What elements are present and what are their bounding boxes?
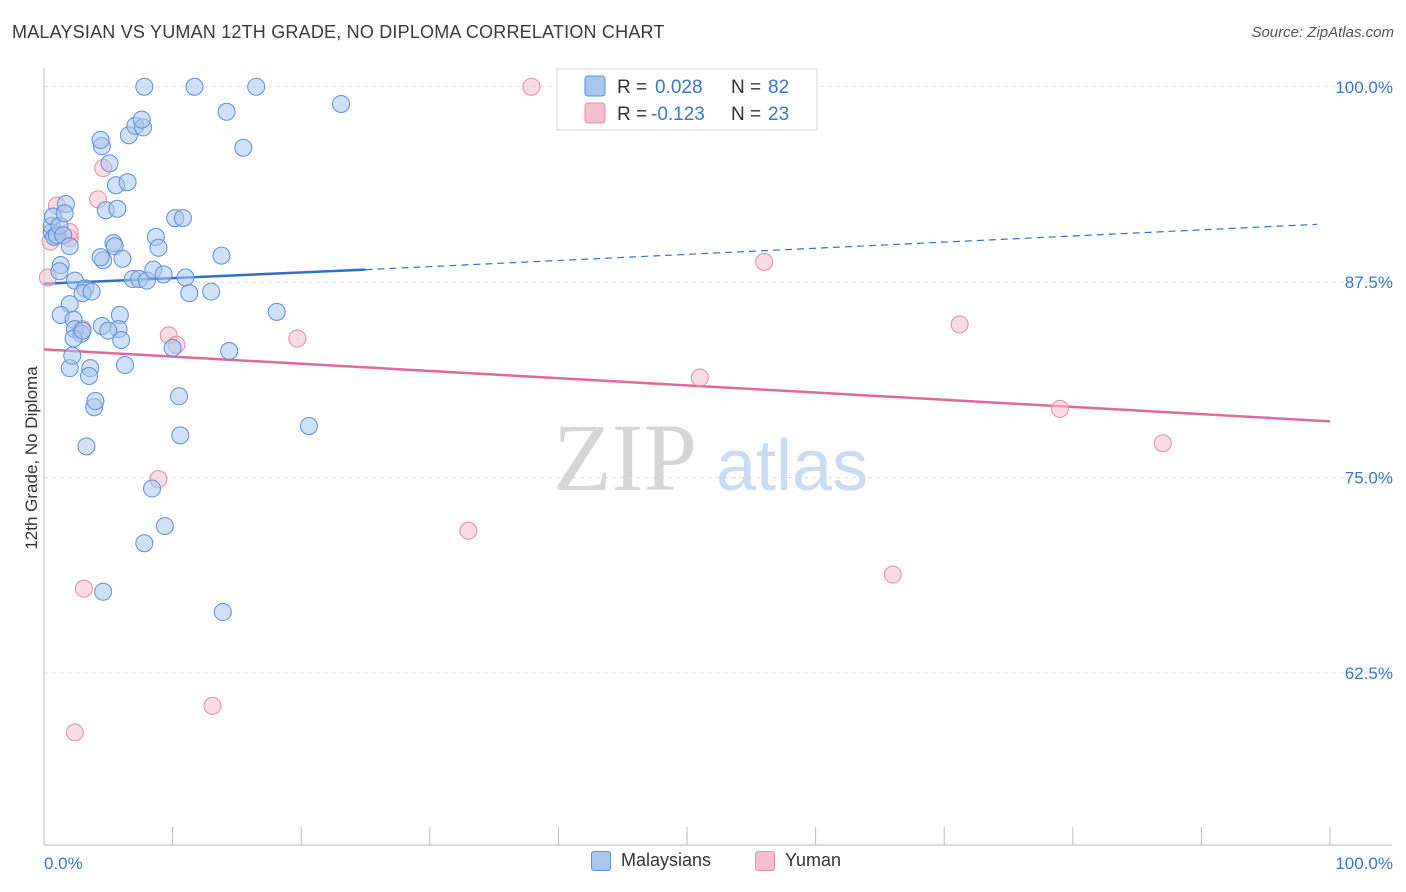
malaysians-point-71 (170, 387, 189, 406)
legend-swatch-yuman (584, 102, 606, 124)
y-tick-label-2: 75.0% (1345, 469, 1393, 488)
malaysians-point-35 (108, 199, 127, 218)
correlation-legend: R = 0.028 N = 82 R = -0.123 N = 23 (556, 68, 818, 131)
yuman-point-10 (288, 329, 307, 348)
yuman-point-17 (690, 368, 709, 387)
malaysians-point-48 (217, 102, 236, 121)
yuman-trend-line (43, 348, 1331, 423)
malaysians-point-39 (91, 130, 110, 149)
malaysians-point-68 (163, 338, 182, 357)
malaysians-point-69 (220, 341, 239, 360)
legend-item-yuman: Yuman (755, 850, 841, 871)
malaysians-point-62 (180, 284, 199, 303)
malaysians-point-80 (112, 331, 131, 350)
legend-n-label-1: N = (731, 77, 761, 98)
source-credit: Source: ZipAtlas.com (1251, 24, 1394, 41)
yuman-point-21 (1050, 399, 1069, 418)
malaysians-point-73 (299, 417, 318, 436)
y-tick-label-1: 87.5% (1345, 273, 1393, 292)
yuman-swatch (755, 850, 775, 871)
malaysians-swatch (591, 850, 611, 871)
malaysians-point-40 (118, 173, 137, 192)
malaysians-point-45 (135, 77, 154, 96)
malaysians-point-44 (132, 110, 151, 129)
watermark-atlas: atlas (716, 426, 868, 506)
malaysians-point-25 (80, 366, 99, 385)
malaysians-point-15 (82, 282, 101, 301)
yuman-point-14 (203, 696, 222, 715)
malaysians-point-27 (86, 392, 105, 410)
legend-r-value-1: 0.028 (655, 77, 703, 98)
legend-r-value-2: -0.123 (651, 104, 705, 125)
malaysians-trend-extension (365, 223, 1318, 271)
legend-r-label-1: R = (617, 77, 647, 98)
malaysians-point-11 (50, 262, 69, 281)
malaysians-trend-line (43, 268, 366, 285)
yuman-point-18 (950, 315, 969, 334)
malaysians-point-76 (135, 534, 154, 553)
legend-n-value-2: 23 (768, 104, 789, 125)
malaysians-point-61 (176, 268, 195, 287)
malaysians-point-33 (113, 249, 132, 268)
x-tick-label-1: 100.0% (1335, 854, 1393, 873)
malaysians-point-52 (149, 238, 168, 257)
legend-label-malaysians: Malaysians (621, 850, 712, 870)
x-tick-label-0: 0.0% (44, 854, 83, 873)
malaysians-point-54 (173, 209, 192, 228)
y-axis-title: 12th Grade, No Diploma (22, 366, 41, 550)
yuman-point-22 (1153, 434, 1172, 453)
malaysians-point-81 (63, 346, 82, 365)
malaysians-point-78 (213, 603, 232, 622)
malaysians-point-22 (73, 321, 92, 340)
malaysians-point-49 (234, 138, 253, 157)
watermark-zip: ZIP (553, 404, 697, 511)
yuman-point-15 (522, 77, 541, 96)
malaysians-point-72 (171, 426, 190, 445)
yuman-point-19 (883, 565, 902, 584)
y-tick-label-0: 100.0% (1335, 78, 1393, 97)
malaysians-point-30 (91, 248, 110, 267)
malaysians-points (42, 77, 351, 622)
legend-n-label-2: N = (731, 104, 761, 125)
y-tick-labels: 100.0% 87.5% 75.0% 62.5% (1335, 78, 1393, 683)
malaysians-point-77 (94, 582, 113, 601)
malaysians-point-74 (143, 479, 162, 498)
malaysians-point-75 (155, 517, 174, 536)
axes (43, 68, 1392, 846)
malaysians-point-60 (154, 265, 173, 284)
legend-r-label-2: R = (617, 104, 647, 125)
legend-n-value-1: 82 (768, 77, 789, 98)
y-tick-label-3: 62.5% (1345, 664, 1393, 683)
x-tick-labels: 0.0% 100.0% (44, 854, 1393, 873)
series-legend: Malaysians Yuman (0, 850, 1406, 880)
gridlines (44, 86, 1392, 674)
malaysians-point-79 (99, 321, 118, 340)
malaysians-point-63 (202, 282, 221, 301)
malaysians-point-36 (100, 154, 119, 173)
legend-label-yuman: Yuman (785, 850, 842, 870)
yuman-point-16 (755, 252, 774, 271)
yuman-point-20 (459, 521, 478, 540)
malaysians-point-46 (185, 77, 204, 96)
zipatlas-watermark: ZIP atlas (553, 404, 868, 511)
malaysians-point-55 (212, 246, 231, 265)
malaysians-point-8 (55, 204, 74, 223)
malaysians-point-67 (267, 302, 286, 321)
chart-title: MALAYSIAN VS YUMAN 12TH GRADE, NO DIPLOM… (12, 22, 665, 42)
legend-swatch-malaysians (584, 75, 606, 97)
yuman-point-13 (74, 579, 93, 598)
malaysians-point-70 (116, 356, 135, 375)
malaysians-point-9 (60, 237, 79, 256)
trend-lines (43, 223, 1331, 423)
malaysians-point-50 (332, 94, 351, 113)
legend-item-malaysians: Malaysians (591, 850, 711, 871)
malaysians-point-47 (247, 77, 266, 96)
malaysians-point-28 (77, 437, 96, 456)
yuman-point-12 (65, 723, 84, 742)
